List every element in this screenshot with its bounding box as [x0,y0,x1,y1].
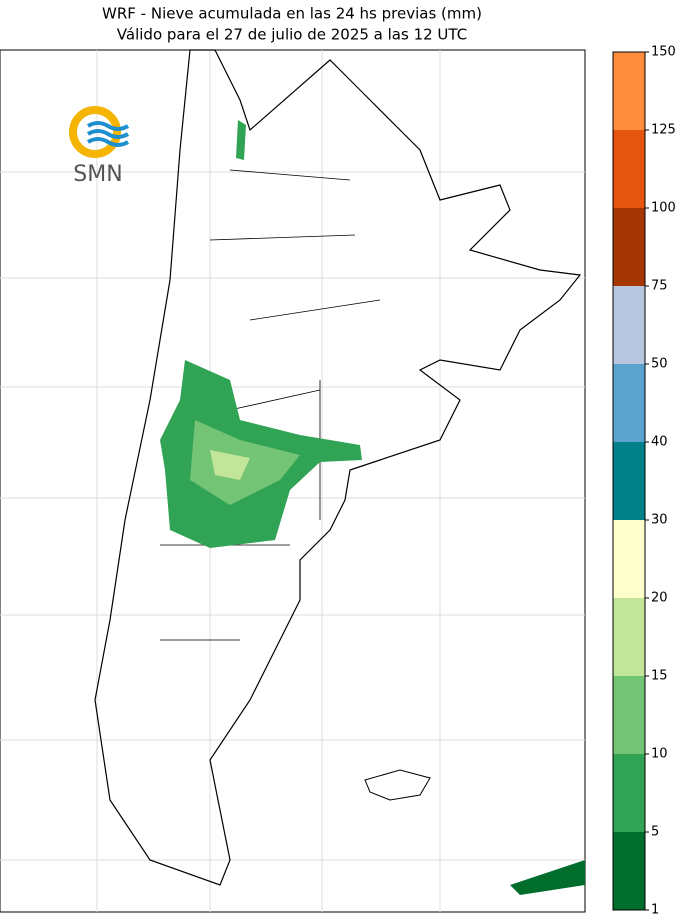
map: SMN [0,49,586,913]
colorbar-bin [613,832,645,910]
title-line: Válido para el 27 de julio de 2025 a las… [117,26,467,44]
colorbar-tick-label: 1 [651,903,659,917]
title-line: WRF - Nieve acumulada en las 24 hs previ… [102,5,482,23]
colorbar-tick-label: 100 [651,201,676,216]
colorbar-bin [613,676,645,754]
logo-waves [86,121,130,147]
colorbar-tick-label: 75 [651,279,668,294]
colorbar-bin [613,286,645,364]
coastline [94,49,582,886]
colorbar-frame [612,51,646,911]
colorbar-tick-label: 150 [651,45,676,60]
colorbar-bin [613,598,645,676]
colorbar-tick-label: 30 [651,513,668,528]
colorbar-bin [613,52,645,130]
colorbar-bin [613,364,645,442]
colorbar-tick-label: 50 [651,357,668,372]
logo: SMN [69,106,130,187]
colorbar-bin [613,130,645,208]
snow-area [210,450,250,480]
colorbar-tick-label: 15 [651,669,668,684]
colorbar-bin [613,520,645,598]
colorbar-bin [613,754,645,832]
logo-text: SMN [73,162,122,187]
snow-area [510,860,585,895]
islands [364,769,431,801]
snow-area [236,120,246,160]
colorbar-tick-label: 125 [651,123,676,138]
colorbar-bin [613,208,645,286]
logo-ring [69,106,121,158]
colorbar-tick-label: 10 [651,747,668,762]
colorbar-bin [613,442,645,520]
colorbar-tick-label: 40 [651,435,668,450]
colorbar-tick-label: 5 [651,825,659,840]
colorbar-tick-label: 20 [651,591,668,606]
